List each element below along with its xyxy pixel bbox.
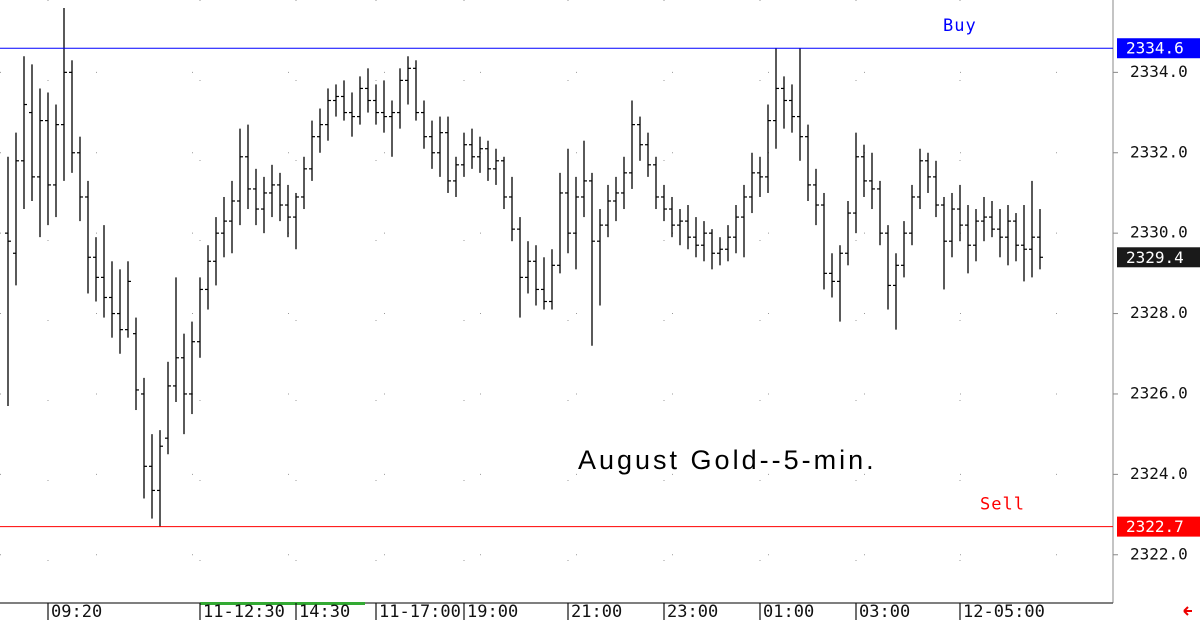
x-tick-label: 19:00 <box>467 602 518 622</box>
level-badge <box>1117 38 1200 59</box>
x-tick-label: 09:20 <box>51 602 102 622</box>
y-tick-label: 2330.0 <box>1130 223 1188 242</box>
scroll-arrow[interactable] <box>1183 606 1192 616</box>
x-tick-label: 14:30 <box>299 602 350 622</box>
level-value: 2334.6 <box>1126 39 1184 58</box>
last-price-value: 2329.4 <box>1126 248 1184 267</box>
level-name: Buy <box>943 16 977 36</box>
overlay: 2334.6 Buy 2322.7 Sell 2329.4 <box>0 16 1200 537</box>
x-tick-label: 23:00 <box>667 602 718 622</box>
chart-title: August Gold--5-min. <box>578 445 877 475</box>
x-tick-label: 11-17:00 <box>379 602 461 622</box>
y-tick-label: 2326.0 <box>1130 383 1188 402</box>
level-name: Sell <box>980 495 1025 515</box>
x-tick-label: 12-05:00 <box>963 602 1045 622</box>
ohlc-bars <box>5 8 1043 527</box>
x-tick-label: 01:00 <box>763 602 814 622</box>
y-tick-label: 2334.0 <box>1130 62 1188 81</box>
y-tick-label: 2332.0 <box>1130 142 1188 161</box>
level-value: 2322.7 <box>1126 517 1184 536</box>
last-price-badge <box>1117 247 1200 268</box>
x-tick-label: 03:00 <box>859 602 910 622</box>
y-tick-label: 2328.0 <box>1130 303 1188 322</box>
x-tick-label: 21:00 <box>571 602 622 622</box>
x-tick-label: 11-12:30 <box>203 602 285 622</box>
y-tick-label: 2324.0 <box>1130 464 1188 483</box>
level-badge <box>1117 516 1200 537</box>
y-tick-label: 2322.0 <box>1130 544 1188 563</box>
